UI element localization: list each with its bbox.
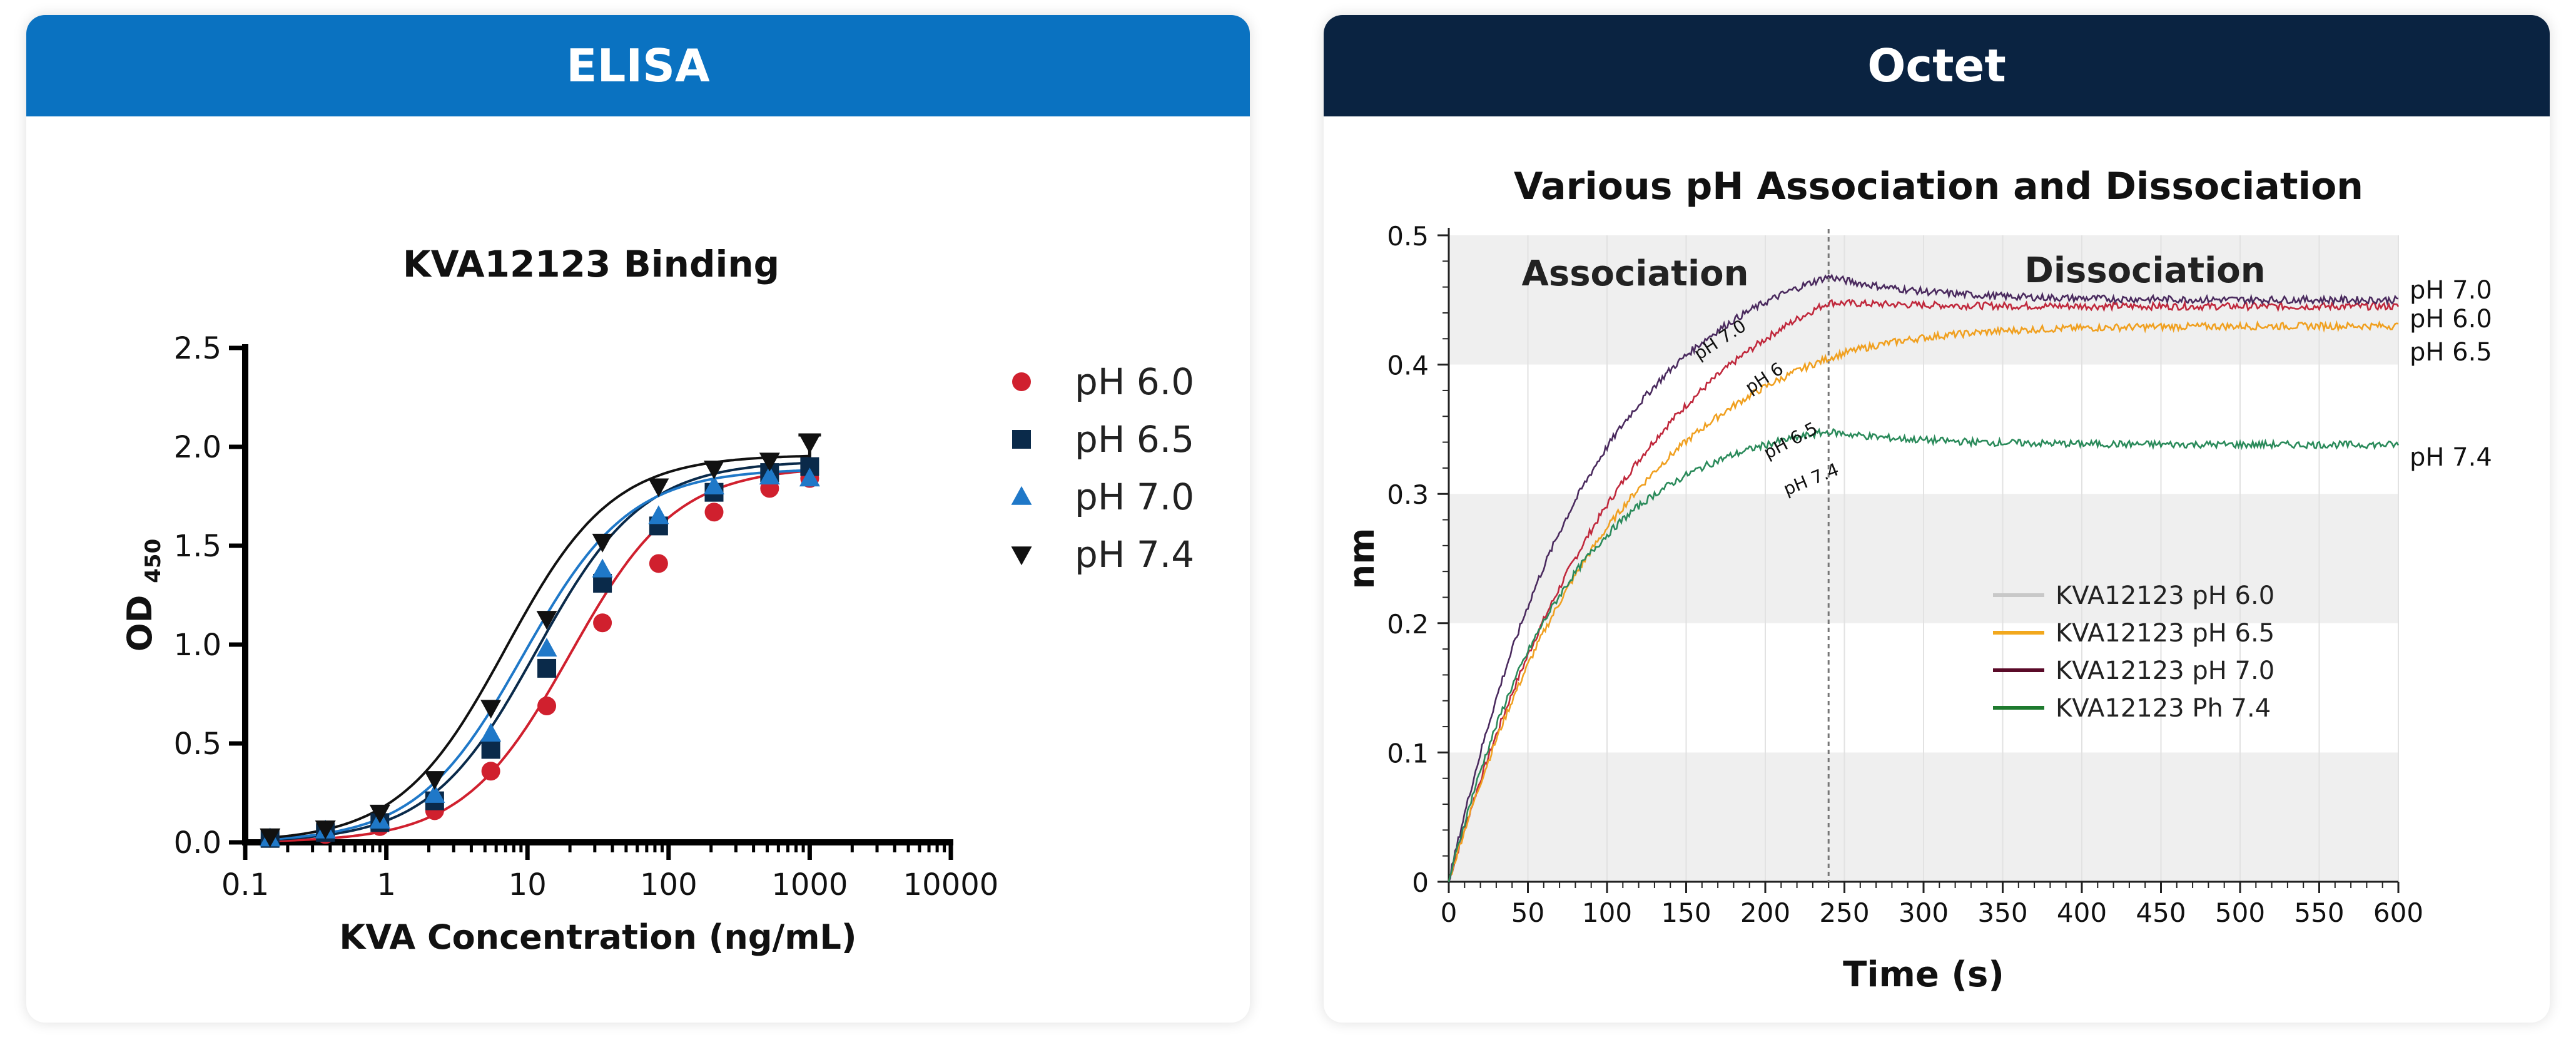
octet-sensorgram-line [1448,320,2399,882]
octet-x-axis-label: Time (s) [1843,954,2004,995]
elisa-data-point [537,658,557,678]
elisa-data-point [759,452,780,472]
elisa-y-axis-label: OD 450 [120,539,166,652]
elisa-data-point [799,467,820,487]
octet-x-tick-label: 600 [2373,897,2423,928]
elisa-data-point [536,638,557,657]
elisa-data-point [480,722,502,742]
octet-legend-label: KVA12123 Ph 7.4 [2056,694,2271,723]
octet-association-label: Association [1522,253,1749,294]
elisa-data-point [260,828,281,847]
octet-dissociation-label: Dissociation [2024,250,2265,291]
elisa-y-tick-label: 1.0 [174,628,221,663]
octet-x-tick-label: 50 [1511,897,1544,928]
octet-x-tick-label: 450 [2136,897,2186,928]
elisa-chart-title: KVA12123 Binding [403,243,779,285]
elisa-legend-label: pH 7.4 [1075,533,1194,576]
octet-x-tick-label: 0 [1441,897,1458,928]
octet-x-tick-label: 200 [1740,897,1790,928]
elisa-data-point [592,533,613,553]
elisa-data-point [648,505,669,524]
octet-x-tick-label: 150 [1661,897,1711,928]
elisa-data-point [424,771,445,790]
elisa-data-point [592,558,613,578]
elisa-data-point [648,478,669,498]
elisa-x-tick-label: 100 [640,867,697,902]
octet-x-tick-label: 350 [1977,897,2027,928]
elisa-data-point [480,700,502,719]
elisa-data-point [704,503,724,522]
elisa-data-point [369,804,390,824]
octet-x-tick-label: 500 [2215,897,2265,928]
elisa-y-tick-label: 0.5 [174,727,221,762]
octet-end-label: pH 7.0 [2410,276,2492,305]
elisa-legend-marker [1011,486,1032,505]
octet-inline-curve-label: pH 6.5 [1760,418,1821,463]
elisa-data-point [593,613,612,633]
octet-sensorgram-line [1448,427,2400,882]
octet-legend-label: KVA12123 pH 7.0 [2056,656,2274,685]
elisa-panel: ELISA KVA12123 Binding 0.0 0.5 1.0 1.5 2.0 2.5… [26,15,1250,1023]
octet-panel-header: Octet [1324,15,2550,116]
elisa-x-tick-label: 1000 [771,867,848,902]
octet-y-axis-label: nm [1342,528,1382,589]
elisa-data-point [536,611,557,630]
octet-sensorgram-line [1448,273,2399,882]
octet-y-tick-label: 0.1 [1387,738,1429,768]
octet-legend-label: KVA12123 pH 6.0 [2056,581,2274,610]
elisa-data-point [703,475,724,494]
elisa-legend-label: pH 6.0 [1075,360,1194,403]
octet-x-tick-label: 550 [2294,897,2344,928]
octet-chart: Various pH Association and Dissociation 0… [1342,165,2492,995]
elisa-y-tick-label: 1.5 [174,529,221,564]
elisa-fit-curve [270,461,810,841]
elisa-y-tick-label: 2.0 [174,430,221,465]
octet-y-tick-label: 0.2 [1387,609,1429,640]
elisa-data-point [481,762,500,781]
elisa-x-tick-label: 10000 [903,867,999,902]
octet-inline-curve-label: pH 7.4 [1780,459,1842,499]
octet-end-label: pH 6.5 [2410,338,2492,367]
octet-end-label: pH 6.0 [2410,305,2492,334]
elisa-panel-header: ELISA [26,15,1250,116]
octet-x-tick-label: 250 [1819,897,1869,928]
elisa-x-tick-label: 1 [377,867,396,902]
elisa-legend-marker [1012,430,1031,449]
octet-end-label: pH 7.4 [2410,443,2492,472]
octet-x-tick-label: 100 [1582,897,1632,928]
octet-panel: Octet Various pH Association and Dissoci… [1324,15,2550,1023]
elisa-fit-curve [270,469,810,840]
elisa-chart: KVA12123 Binding 0.0 0.5 1.0 1.5 2.0 2.5 0.1 1 10… [120,243,1194,957]
elisa-data-point [537,696,557,715]
octet-legend-label: KVA12123 pH 6.5 [2056,619,2274,648]
elisa-data-point [424,784,445,803]
elisa-legend-label: pH 6.5 [1075,418,1194,461]
elisa-data-point [481,740,500,759]
elisa-x-tick-label: 0.1 [221,867,269,902]
octet-sensorgram-line [1448,298,2400,882]
octet-y-tick-label: 0.3 [1387,479,1429,510]
elisa-y-tick-label: 2.5 [174,331,221,366]
octet-chart-title: Various pH Association and Dissociation [1514,165,2363,208]
octet-y-tick-label: 0.4 [1387,350,1429,381]
octet-y-tick-label: 0 [1412,867,1429,898]
elisa-data-point [799,434,820,454]
elisa-data-point [703,461,724,480]
elisa-x-tick-label: 10 [509,867,547,902]
octet-y-tick-label: 0.5 [1387,221,1429,252]
octet-x-tick-label: 400 [2057,897,2107,928]
elisa-y-tick-label: 0.0 [174,825,221,860]
octet-x-tick-label: 300 [1899,897,1949,928]
elisa-x-axis-label: KVA Concentration (ng/mL) [339,917,856,957]
elisa-data-point [759,466,780,485]
elisa-data-point [315,820,336,840]
elisa-legend-marker [1011,546,1032,566]
elisa-data-point [649,554,668,573]
elisa-legend-label: pH 7.0 [1075,476,1194,518]
elisa-legend-marker [1012,372,1031,391]
